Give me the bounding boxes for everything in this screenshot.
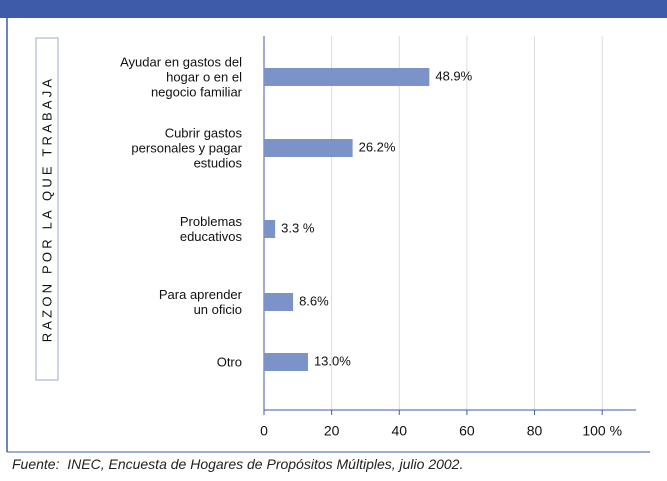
value-label: 26.2% xyxy=(359,139,396,154)
bar xyxy=(264,139,353,157)
value-label: 48.9% xyxy=(435,68,472,83)
bar xyxy=(264,220,276,238)
value-label: 3.3 % xyxy=(281,220,315,235)
x-tick-label: 40 xyxy=(391,423,407,439)
x-tick-label: 100 % xyxy=(582,423,622,439)
value-label: 13.0% xyxy=(314,353,351,368)
header-band xyxy=(0,0,667,18)
x-tick-label: 20 xyxy=(324,423,340,439)
value-label: 8.6% xyxy=(299,293,329,308)
category-label: Ayudar en gastos del hogar o en el negoc… xyxy=(120,54,242,100)
bar xyxy=(264,68,430,86)
bar xyxy=(264,353,308,371)
x-tick-label: 80 xyxy=(527,423,543,439)
x-tick-label: 60 xyxy=(459,423,475,439)
category-label: Otro xyxy=(216,354,242,370)
category-label: Cubrir gastos personales y pagar estudio… xyxy=(131,125,242,171)
axis-title-box xyxy=(35,37,59,381)
x-tick-label: 0 xyxy=(260,423,268,439)
y-axis-title: RAZON POR LA QUE TRABAJA xyxy=(39,76,54,343)
category-label: Problemas educativos xyxy=(179,214,242,244)
category-label: Para aprender un oficio xyxy=(158,287,242,317)
source-note: Fuente: INEC, Encuesta de Hogares de Pro… xyxy=(12,456,464,472)
bar xyxy=(264,293,294,311)
